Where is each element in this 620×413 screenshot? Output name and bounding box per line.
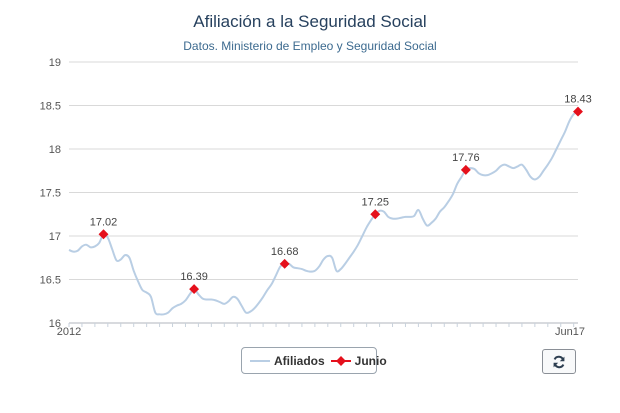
legend: Afiliados Junio [241, 347, 387, 374]
junio-marker [279, 258, 290, 269]
data-label-junio: 17.76 [452, 152, 480, 164]
data-label-junio: 17.25 [361, 196, 389, 208]
data-label-junio: 16.39 [180, 271, 208, 283]
legend-item-afiliados[interactable]: Afiliados [250, 354, 325, 368]
x-tick-label-end: Jun17 [555, 326, 585, 338]
series-line-afiliados [68, 110, 579, 316]
y-tick-label: 18 [49, 144, 61, 156]
y-tick-label: 17.5 [40, 188, 61, 200]
y-tick-label: 18.5 [40, 101, 61, 113]
junio-marker [189, 284, 200, 295]
junio-marker [573, 106, 583, 117]
junio-marker [98, 229, 109, 240]
legend-label-junio: Junio [354, 353, 387, 368]
refresh-icon [553, 355, 565, 368]
junio-marker [460, 164, 471, 175]
data-label-junio: 18.43 [564, 94, 592, 106]
data-label-junio: 16.68 [271, 246, 299, 258]
legend-label-afiliados: Afiliados [274, 353, 325, 368]
y-tick-label: 16 [49, 318, 61, 330]
y-tick-label: 16.5 [40, 275, 61, 287]
legend-line-swatch [250, 359, 270, 362]
data-label-junio: 17.02 [90, 216, 118, 228]
legend-marker-swatch [330, 355, 351, 366]
y-tick-label: 19 [49, 57, 61, 69]
chart-subtitle: Datos. Ministerio de Empleo y Seguridad … [183, 39, 437, 53]
y-tick-label: 17 [49, 231, 61, 243]
x-tick-label-start: 2012 [57, 326, 81, 338]
legend-item-junio[interactable]: Junio [330, 353, 387, 368]
chart-title: Afiliación a la Seguridad Social [193, 12, 427, 31]
refresh-button[interactable] [542, 349, 576, 374]
junio-marker [370, 209, 381, 220]
